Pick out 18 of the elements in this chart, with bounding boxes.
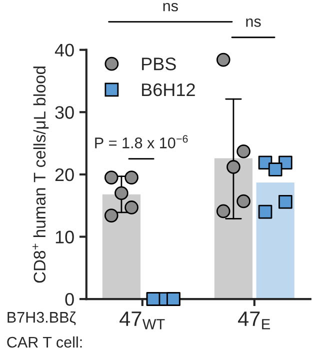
bar bbox=[214, 158, 252, 300]
legend-label: PBS bbox=[142, 58, 176, 70]
text: B7H3.BBζ bbox=[8, 312, 76, 326]
text: CAR T cell: bbox=[7, 336, 82, 348]
y-tick-label: 10 bbox=[56, 230, 74, 244]
y-tick-label: 20 bbox=[55, 168, 74, 182]
y-tick-label: 40 bbox=[54, 44, 74, 57]
legend-label: B6H12 bbox=[142, 83, 195, 96]
y-axis-title: CD8$^{+}$ human T cells/μL blood bbox=[32, 66, 49, 283]
bar bbox=[256, 182, 294, 300]
bar bbox=[102, 194, 140, 300]
x-tick-label: 47$_{E}$ bbox=[238, 312, 270, 330]
y-tick-label: 30 bbox=[55, 106, 74, 119]
y-tick-label: 0 bbox=[65, 292, 74, 306]
text: ns bbox=[246, 18, 261, 27]
text: ns bbox=[163, 2, 178, 12]
annotation: P = 1.8 x 10$^{−6}$ bbox=[95, 135, 188, 148]
x-tick-label: 47$_{WT}$ bbox=[120, 312, 165, 330]
